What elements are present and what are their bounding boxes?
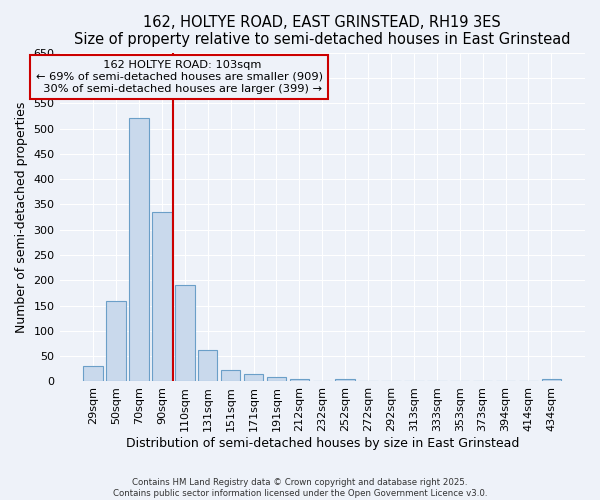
Bar [221, 370, 241, 382]
X-axis label: Distribution of semi-detached houses by size in East Grinstead: Distribution of semi-detached houses by … [125, 437, 519, 450]
Text: Contains HM Land Registry data © Crown copyright and database right 2025.
Contai: Contains HM Land Registry data © Crown c… [113, 478, 487, 498]
Title: 162, HOLTYE ROAD, EAST GRINSTEAD, RH19 3ES
Size of property relative to semi-det: 162, HOLTYE ROAD, EAST GRINSTEAD, RH19 3… [74, 15, 571, 48]
Bar [129, 118, 149, 382]
Bar [83, 366, 103, 382]
Bar [542, 380, 561, 382]
Bar [244, 374, 263, 382]
Bar [290, 380, 309, 382]
Bar [152, 212, 172, 382]
Bar [175, 286, 194, 382]
Bar [198, 350, 217, 382]
Y-axis label: Number of semi-detached properties: Number of semi-detached properties [15, 102, 28, 333]
Bar [106, 300, 126, 382]
Bar [267, 378, 286, 382]
Bar [335, 380, 355, 382]
Text: 162 HOLTYE ROAD: 103sqm
← 69% of semi-detached houses are smaller (909)
  30% of: 162 HOLTYE ROAD: 103sqm ← 69% of semi-de… [35, 60, 323, 94]
